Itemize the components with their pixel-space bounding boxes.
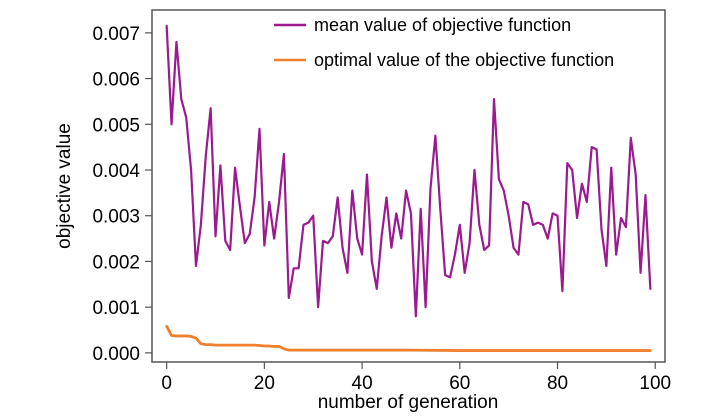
legend-label-optimal: optimal value of the objective function <box>314 50 614 70</box>
x-tick-label: 40 <box>352 373 373 394</box>
x-tick-label: 60 <box>449 373 470 394</box>
legend-label-mean: mean value of objective function <box>314 15 571 35</box>
plot-area-frame <box>151 9 666 363</box>
series-line-mean <box>165 24 652 318</box>
series-line-optimal <box>165 324 652 352</box>
x-tick-label: 80 <box>547 373 568 394</box>
y-tick-label: 0.002 <box>92 252 140 273</box>
x-tick-label: 100 <box>639 373 671 394</box>
legend: mean value of objective function optimal… <box>274 15 614 70</box>
y-tick-label: 0.005 <box>92 115 140 136</box>
y-tick-label: 0.006 <box>92 70 140 91</box>
x-tick-label: 20 <box>254 373 275 394</box>
y-tick-label: 0.003 <box>92 207 140 228</box>
x-axis-label: number of generation <box>318 392 499 413</box>
y-tick-label: 0.001 <box>92 298 140 319</box>
series-layer <box>165 24 652 352</box>
y-axis-label: objective value <box>54 123 75 249</box>
y-tick-label: 0.000 <box>92 344 140 365</box>
y-tick-label: 0.004 <box>92 161 140 182</box>
x-axis: 0 20 40 60 80 100 <box>161 362 671 394</box>
x-tick-label: 0 <box>161 373 172 394</box>
y-tick-label: 0.007 <box>92 24 140 45</box>
y-axis: 0.000 0.001 0.002 0.003 0.004 0.005 0.006 0.007 <box>92 24 152 365</box>
